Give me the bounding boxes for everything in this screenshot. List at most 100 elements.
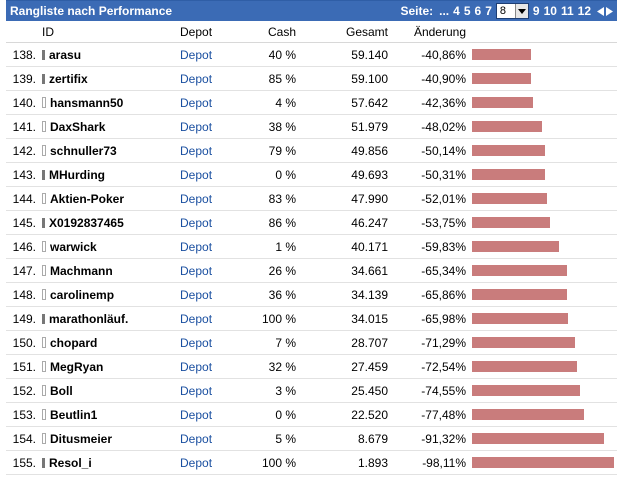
user-id-cell[interactable]: hansmann50 <box>36 96 180 110</box>
change-bar <box>472 217 550 228</box>
rank-cell: 138. <box>12 47 36 62</box>
triangle-right-icon[interactable] <box>606 6 613 16</box>
cash-cell: 26 % <box>268 263 296 278</box>
depot-link[interactable]: Depot <box>180 407 213 422</box>
change-bar <box>472 361 577 372</box>
user-id-label: MegRyan <box>50 359 104 374</box>
table-row: 146. warwick Depot 1 % 40.171 -59,83% <box>6 235 617 259</box>
change-cell: -40,86% <box>421 47 466 62</box>
change-cell: -53,75% <box>421 215 466 230</box>
change-cell: -98,11% <box>422 455 466 470</box>
user-id-label: zertifix <box>49 71 88 86</box>
depot-link[interactable]: Depot <box>180 215 213 230</box>
page-link-12[interactable]: 12 <box>577 4 591 18</box>
user-id-cell[interactable]: Beutlin1 <box>36 408 180 422</box>
cash-cell: 100 % <box>261 311 296 326</box>
header-change: Änderung <box>413 24 466 39</box>
depot-link[interactable]: Depot <box>180 383 213 398</box>
depot-cell: Depot <box>180 288 236 302</box>
user-id-cell[interactable]: Resol_i <box>36 456 180 470</box>
page-link-6[interactable]: 6 <box>474 4 482 18</box>
user-id-cell[interactable]: chopard <box>36 336 180 350</box>
page-link-11[interactable]: 11 <box>560 4 574 18</box>
depot-link[interactable]: Depot <box>180 359 213 374</box>
change-bar-cell <box>466 313 617 324</box>
user-id-cell[interactable]: carolinemp <box>36 288 180 302</box>
gesamt-cell: 8.679 <box>357 431 388 446</box>
depot-link[interactable]: Depot <box>180 47 213 62</box>
depot-link[interactable]: Depot <box>180 167 213 182</box>
user-id-label: Beutlin1 <box>50 407 98 422</box>
depot-link[interactable]: Depot <box>180 431 213 446</box>
user-id-cell[interactable]: MegRyan <box>36 360 180 374</box>
user-id-cell[interactable]: schnuller73 <box>36 144 180 158</box>
depot-link[interactable]: Depot <box>180 263 213 278</box>
user-id-cell[interactable]: Boll <box>36 384 180 398</box>
page-link-5[interactable]: 5 <box>463 4 471 18</box>
depot-link[interactable]: Depot <box>180 239 213 254</box>
page-select[interactable]: 8 <box>495 3 529 19</box>
depot-cell: Depot <box>180 360 236 374</box>
user-id-cell[interactable]: arasu <box>36 48 180 62</box>
depot-link[interactable]: Depot <box>180 455 213 470</box>
depot-link[interactable]: Depot <box>180 311 213 326</box>
change-bar-cell <box>466 409 617 420</box>
user-id-label: carolinemp <box>50 287 115 302</box>
page-link-4[interactable]: 4 <box>453 4 460 18</box>
depot-link[interactable]: Depot <box>180 71 213 86</box>
change-cell: -65,34% <box>421 263 466 278</box>
depot-cell: Depot <box>180 240 236 254</box>
triangle-left-icon[interactable] <box>597 6 604 16</box>
user-status-icon <box>42 361 46 372</box>
user-id-cell[interactable]: warwick <box>36 240 180 254</box>
change-bar <box>472 49 531 60</box>
user-id-cell[interactable]: marathonläuf. <box>36 312 180 326</box>
table-row: 144. Aktien-Poker Depot 83 % 47.990 -52,01% <box>6 187 617 211</box>
page-link-10[interactable]: 10 <box>543 4 557 18</box>
change-cell: -72,54% <box>421 359 466 374</box>
gesamt-cell: 49.856 <box>351 143 388 158</box>
pager-ellipsis: ... <box>439 4 450 18</box>
user-id-cell[interactable]: Aktien-Poker <box>36 192 180 206</box>
user-id-cell[interactable]: MHurding <box>36 168 180 182</box>
change-bar-cell <box>466 433 617 444</box>
user-id-label: DaxShark <box>50 119 106 134</box>
user-id-cell[interactable]: Ditusmeier <box>36 432 180 446</box>
table-header: ID Depot Cash Gesamt Änderung <box>6 21 617 43</box>
change-cell: -74,55% <box>421 383 466 398</box>
depot-link[interactable]: Depot <box>180 119 213 134</box>
user-id-label: arasu <box>49 47 82 62</box>
depot-link[interactable]: Depot <box>180 287 213 302</box>
user-status-icon <box>42 193 46 204</box>
change-bar-cell <box>466 361 617 372</box>
depot-cell: Depot <box>180 408 236 422</box>
gesamt-cell: 1.893 <box>357 455 388 470</box>
page-link-7[interactable]: 7 <box>485 4 492 18</box>
depot-link[interactable]: Depot <box>180 95 213 110</box>
change-bar-cell <box>466 265 617 276</box>
user-id-cell[interactable]: DaxShark <box>36 120 180 134</box>
change-cell: -48,02% <box>421 119 466 134</box>
user-id-cell[interactable]: zertifix <box>36 72 180 86</box>
rank-cell: 152. <box>12 383 36 398</box>
rank-cell: 144. <box>12 191 36 206</box>
gesamt-cell: 49.693 <box>351 167 388 182</box>
change-cell: -42,36% <box>421 95 466 110</box>
user-status-icon <box>42 313 45 324</box>
user-id-cell[interactable]: X0192837465 <box>36 216 180 230</box>
user-id-cell[interactable]: Machmann <box>36 264 180 278</box>
depot-link[interactable]: Depot <box>180 335 213 350</box>
gesamt-cell: 27.459 <box>351 359 388 374</box>
change-bar-cell <box>466 457 617 468</box>
change-cell: -65,86% <box>421 287 466 302</box>
cash-cell: 3 % <box>275 383 296 398</box>
user-status-icon <box>42 49 45 60</box>
depot-link[interactable]: Depot <box>180 191 213 206</box>
chevron-down-icon[interactable] <box>514 4 528 18</box>
cash-cell: 85 % <box>268 71 296 86</box>
gesamt-cell: 59.100 <box>351 71 388 86</box>
depot-link[interactable]: Depot <box>180 143 213 158</box>
page-link-9[interactable]: 9 <box>532 4 540 18</box>
